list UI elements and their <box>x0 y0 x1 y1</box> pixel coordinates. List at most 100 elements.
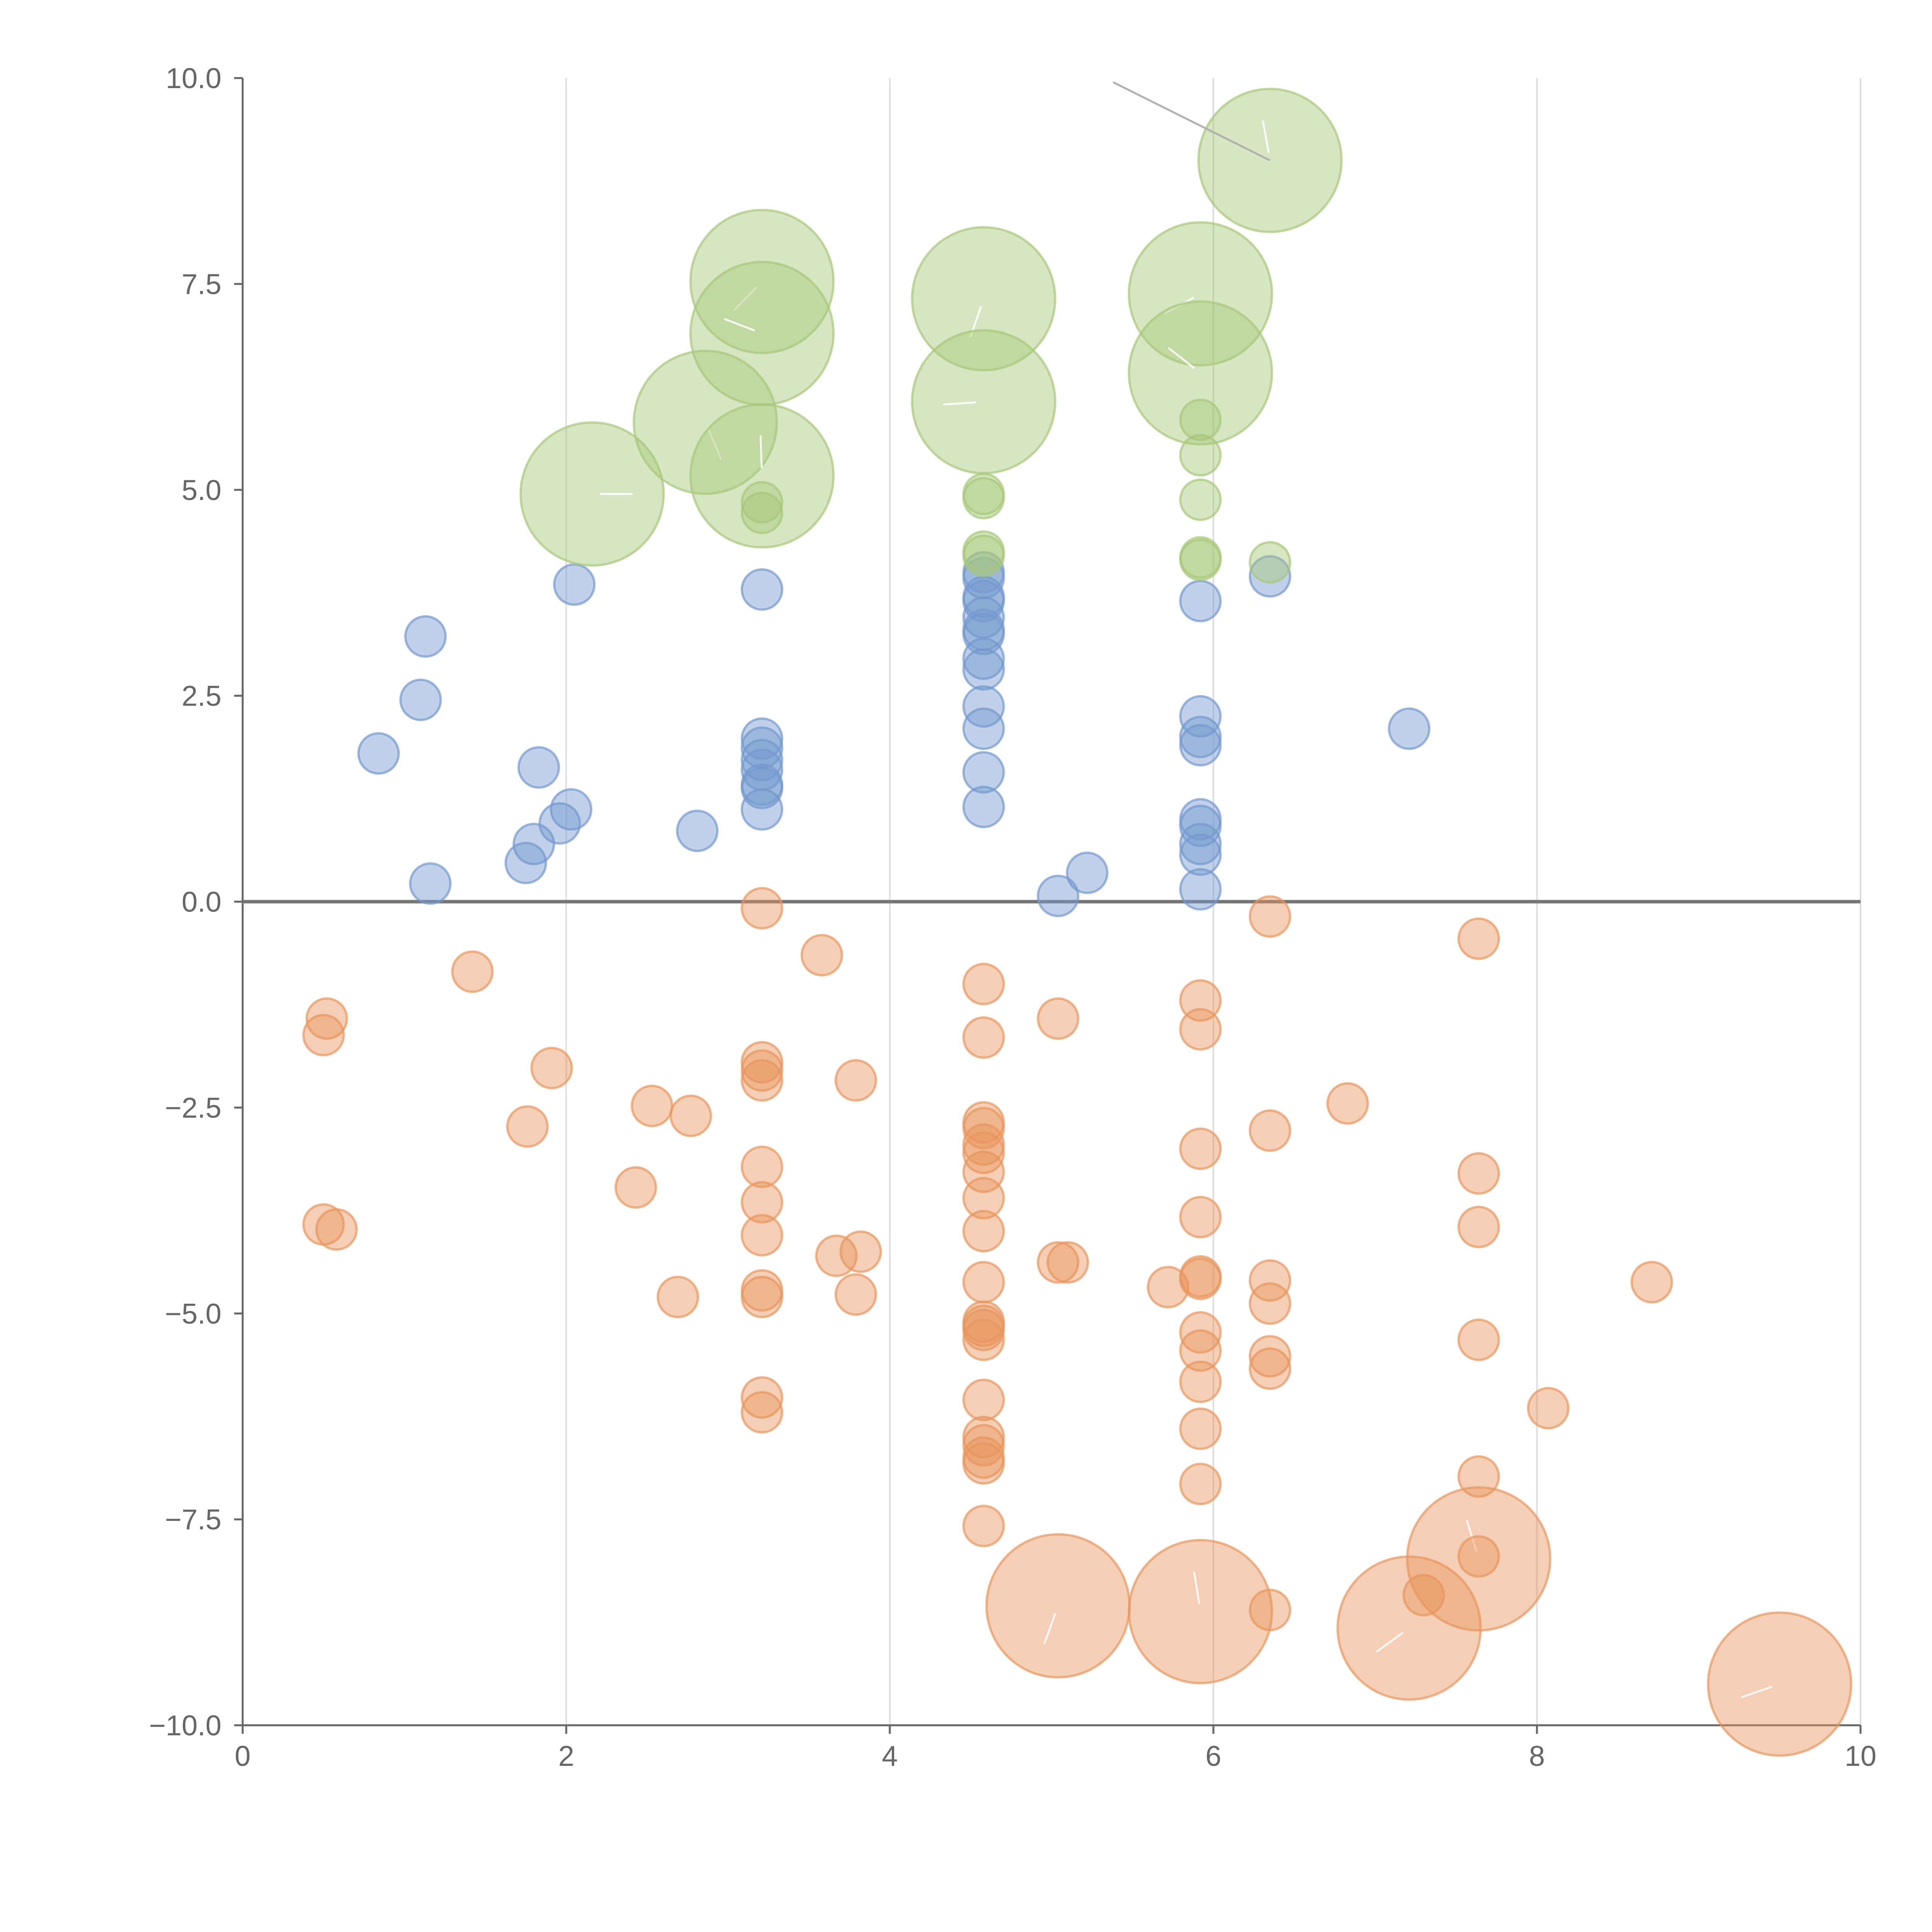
x-tick-label: 2 <box>558 1740 574 1772</box>
orange-point <box>1248 1282 1291 1325</box>
blue-point <box>962 612 1005 655</box>
orange-point <box>1146 1266 1189 1309</box>
y-tick-label: 10.0 <box>166 62 221 94</box>
green-point <box>741 492 784 534</box>
blue-point <box>1179 833 1222 876</box>
blue-point <box>741 767 784 810</box>
orange-point <box>1406 1486 1551 1632</box>
orange-point <box>614 1166 657 1209</box>
orange-point <box>1248 1588 1291 1631</box>
orange-point <box>962 1261 1005 1304</box>
green-point <box>1179 398 1222 441</box>
callout-line <box>1112 81 1270 162</box>
y-tick-label: 0.0 <box>182 886 221 918</box>
green-point-leader <box>943 401 976 406</box>
orange-point <box>741 1049 784 1092</box>
orange-point <box>834 1273 877 1316</box>
y-tick-label: 5.0 <box>182 474 221 506</box>
orange-point <box>1248 1335 1291 1378</box>
orange-point <box>1707 1611 1852 1757</box>
orange-point <box>839 1230 882 1273</box>
orange-point <box>1179 1361 1222 1403</box>
orange-point <box>1248 895 1291 938</box>
green-point <box>689 260 835 406</box>
orange-point <box>631 1085 673 1128</box>
orange-point <box>962 1505 1005 1548</box>
orange-point <box>741 1214 784 1257</box>
orange-point <box>741 887 784 930</box>
green-point-leader <box>1168 347 1195 369</box>
green-point <box>962 534 1005 577</box>
orange-point <box>1179 1329 1222 1372</box>
blue-point <box>962 786 1005 828</box>
orange-point <box>656 1276 699 1318</box>
orange-point <box>800 934 843 977</box>
blue-point <box>1179 580 1222 622</box>
orange-point <box>1457 917 1500 960</box>
bubble-layer <box>302 81 1852 1757</box>
blue-point <box>741 568 784 611</box>
green-point <box>1128 300 1273 446</box>
orange-point <box>962 1318 1005 1361</box>
x-tick-label: 0 <box>235 1740 250 1772</box>
orange-point <box>1179 1407 1222 1450</box>
orange-point <box>962 963 1005 1005</box>
orange-point <box>962 1442 1005 1485</box>
orange-point <box>985 1533 1131 1679</box>
blue-point <box>962 648 1005 691</box>
green-point-leader <box>733 286 757 311</box>
blue-point <box>962 751 1005 794</box>
orange-point <box>962 1379 1005 1422</box>
orange-point <box>1402 1574 1445 1617</box>
orange-point <box>741 1391 784 1434</box>
green-point <box>1248 541 1291 584</box>
orange-point-leader <box>1376 1632 1404 1653</box>
axis-layer <box>234 77 1862 1734</box>
orange-point <box>962 1177 1005 1219</box>
green-point <box>911 226 1056 372</box>
blue-point <box>1179 724 1222 767</box>
orange-point <box>669 1094 712 1137</box>
blue-point <box>1388 707 1430 750</box>
blue-point <box>549 788 592 831</box>
orange-point <box>1326 1082 1369 1125</box>
green-point <box>633 349 778 495</box>
x-tick-label: 4 <box>882 1740 898 1772</box>
orange-point <box>1336 1555 1482 1701</box>
green-point <box>1179 538 1222 581</box>
green-point-leader <box>759 435 763 468</box>
y-tick-label: 7.5 <box>182 268 221 300</box>
orange-point <box>1179 1257 1222 1300</box>
tick-label-layer: 0 2 4 6 8 10 10.0 7.5 5.0 2.5 0.0 −2.5 −5.0 −7.5 −10.0 <box>149 62 1876 1772</box>
orange-point <box>962 1424 1005 1467</box>
orange-point <box>315 1208 358 1251</box>
green-point <box>1128 221 1273 367</box>
green-point <box>689 403 835 549</box>
blue-point <box>357 732 400 775</box>
blue-point <box>962 580 1005 622</box>
green-point <box>1179 478 1222 521</box>
orange-point <box>962 1210 1005 1253</box>
blue-point <box>962 707 1005 750</box>
green-point <box>962 477 1005 520</box>
blue-point <box>517 746 560 789</box>
green-point-leader <box>724 318 755 332</box>
orange-point <box>305 997 348 1040</box>
orange-point <box>1046 1241 1089 1284</box>
blue-point <box>399 679 442 721</box>
blue-point <box>1179 804 1222 847</box>
blue-point <box>404 615 447 658</box>
orange-point <box>962 1016 1005 1059</box>
orange-point <box>506 1105 549 1148</box>
orange-point <box>741 1145 784 1188</box>
orange-point <box>741 1181 784 1224</box>
blue-point <box>409 862 452 905</box>
orange-point-leader <box>1043 1612 1056 1645</box>
green-point <box>741 481 784 524</box>
orange-point <box>741 1376 784 1419</box>
x-tick-label: 6 <box>1206 1740 1221 1772</box>
blue-point <box>1179 868 1222 911</box>
green-point <box>519 421 665 567</box>
y-tick-label: 2.5 <box>182 680 221 712</box>
blue-point <box>553 563 596 606</box>
